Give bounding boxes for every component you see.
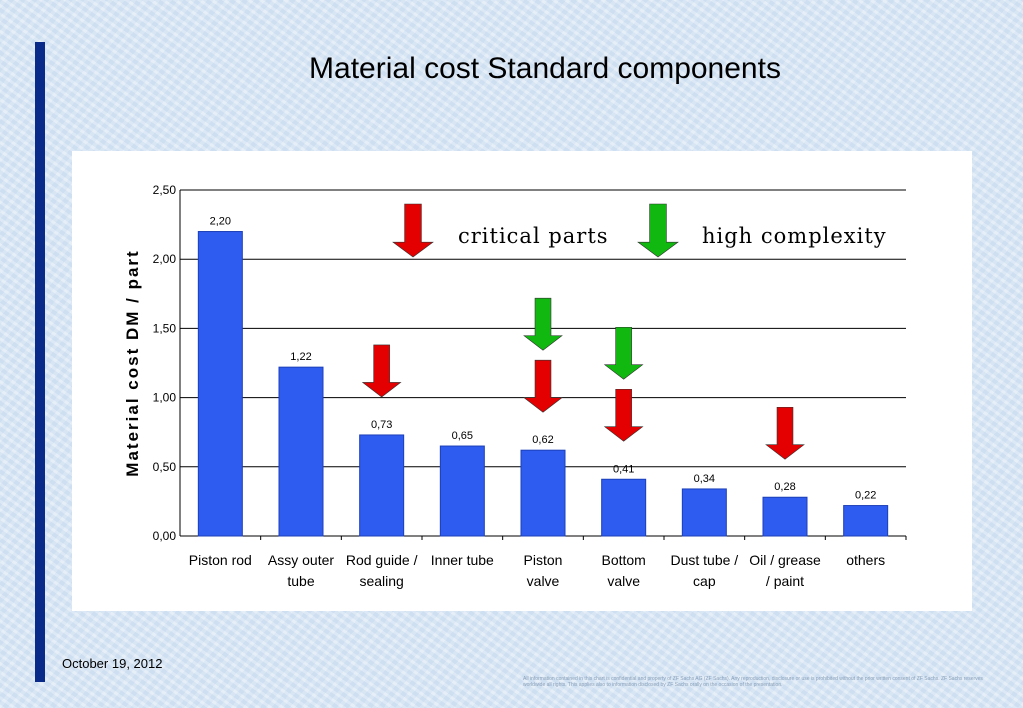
x-category-label: Dust tube / xyxy=(670,552,738,568)
bar-value-label: 0,34 xyxy=(694,473,715,485)
footer-date: October 19, 2012 xyxy=(62,656,163,671)
x-category-label: Piston xyxy=(524,552,563,568)
bar xyxy=(601,478,647,537)
x-category-label: Rod guide / xyxy=(346,552,418,568)
bar xyxy=(278,366,324,537)
x-category-label: Bottom xyxy=(601,552,645,568)
y-tick-label: 1,00 xyxy=(153,391,177,405)
x-category-label: Assy outer xyxy=(268,552,334,568)
complexity-legend-arrow xyxy=(637,203,679,258)
critical-marker-arrow xyxy=(361,344,402,398)
x-category-label: others xyxy=(846,552,885,568)
critical-legend-label: critical parts xyxy=(458,224,609,248)
bar-value-label: 0,28 xyxy=(774,481,795,493)
y-tick-label: 0,50 xyxy=(153,460,177,474)
y-tick-label: 1,50 xyxy=(153,321,177,335)
bar-value-label: 0,73 xyxy=(371,419,392,431)
bar-value-label: 0,41 xyxy=(613,463,634,475)
bar xyxy=(843,505,889,537)
complexity-legend-label: high complexity xyxy=(702,224,887,248)
complexity-marker-arrow xyxy=(603,326,644,380)
bar xyxy=(359,434,405,537)
critical-marker-arrow xyxy=(603,388,644,442)
bar xyxy=(762,496,808,537)
x-category-label: sealing xyxy=(359,573,403,589)
x-category-label: valve xyxy=(607,573,640,589)
bar-value-label: 1,22 xyxy=(290,351,311,363)
x-category-label: cap xyxy=(693,573,716,589)
critical-marker-arrow xyxy=(765,406,805,460)
slide-title: Material cost Standard components xyxy=(309,52,781,85)
confidentiality-disclaimer: All information contained in this chart … xyxy=(523,676,983,688)
critical-marker-arrow xyxy=(523,359,563,413)
x-category-label: tube xyxy=(287,573,314,589)
left-accent-bar xyxy=(35,42,45,682)
bar xyxy=(439,445,485,537)
bar xyxy=(681,488,727,537)
bar-value-label: 2,20 xyxy=(210,216,231,228)
bar-value-label: 0,65 xyxy=(452,430,473,442)
x-category-label: Inner tube xyxy=(431,552,494,568)
y-tick-label: 2,00 xyxy=(153,252,177,266)
complexity-marker-arrow xyxy=(523,297,563,351)
chart-panel: 0,00 0,50 1,00 1,50 2,00 2,50 Material cost DM… xyxy=(72,151,972,611)
bar xyxy=(520,449,566,537)
x-category-label: Piston rod xyxy=(189,552,252,568)
y-tick-label: 0,00 xyxy=(153,529,177,543)
x-category-label: Oil / grease xyxy=(749,552,821,568)
bar xyxy=(197,231,243,537)
bar-chart: 0,00 0,50 1,00 1,50 2,00 2,50 Material cost DM… xyxy=(123,183,907,589)
bar-value-label: 0,62 xyxy=(532,434,553,446)
bar-value-label: 0,22 xyxy=(855,490,876,502)
y-tick-label: 2,50 xyxy=(153,183,177,197)
y-axis-title: Material cost DM / part xyxy=(123,249,142,476)
x-category-label: valve xyxy=(527,573,560,589)
critical-legend-arrow xyxy=(392,203,434,258)
x-category-label: / paint xyxy=(766,573,804,589)
